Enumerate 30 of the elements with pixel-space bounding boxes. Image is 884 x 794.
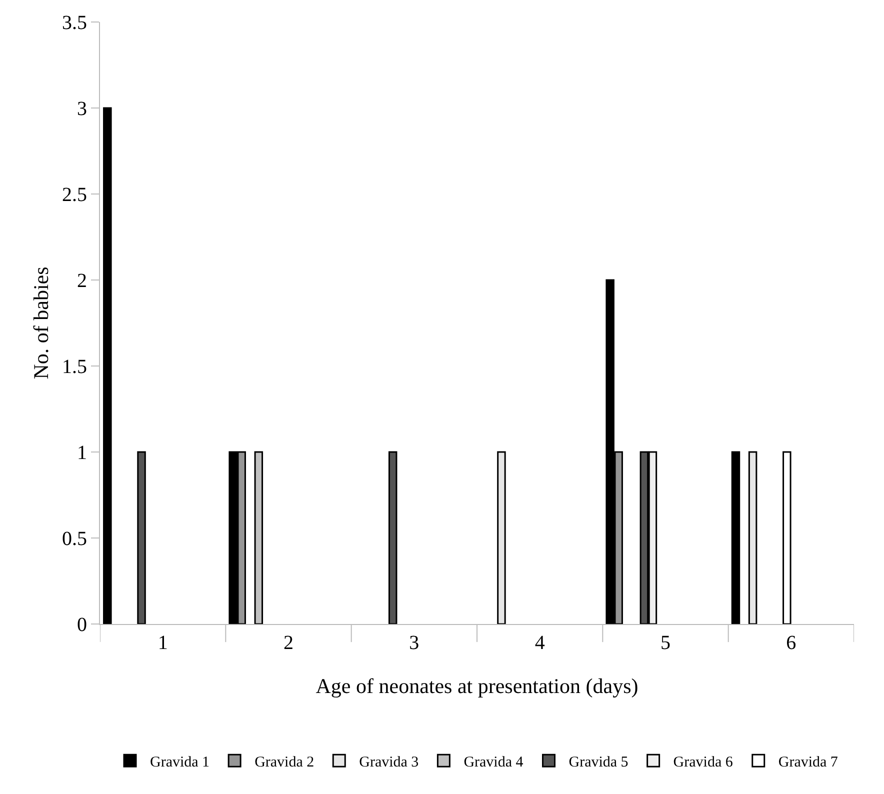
- y-tick-label: 1.5: [62, 356, 87, 378]
- y-tick-label: 1: [77, 442, 87, 464]
- bar: [782, 451, 792, 624]
- y-tick-label: 3.5: [62, 12, 87, 34]
- y-tick-label: 2.5: [62, 184, 87, 206]
- legend-label: Gravida 5: [568, 754, 628, 770]
- legend-label: Gravida 1: [150, 754, 210, 770]
- bar: [731, 451, 740, 624]
- bar: [137, 451, 146, 624]
- y-tick-label: 0.5: [62, 528, 87, 550]
- legend-label: Gravida 3: [359, 754, 419, 770]
- x-tick-label: 1: [158, 632, 168, 654]
- x-tick-label: 2: [284, 632, 294, 654]
- legend-label: Gravida 2: [254, 754, 314, 770]
- bar: [388, 451, 398, 624]
- y-tick-label: 0: [77, 614, 87, 636]
- x-tick-label: 5: [660, 632, 670, 654]
- x-axis-title: Age of neonates at presentation (days): [316, 674, 638, 698]
- x-tick-label: 4: [534, 632, 545, 654]
- legend-label: Gravida 7: [778, 754, 838, 770]
- legend-label: Gravida 6: [673, 754, 734, 770]
- x-tick-label: 6: [786, 632, 796, 654]
- y-tick-label: 2: [77, 270, 87, 292]
- bar: [103, 107, 112, 624]
- bar: [497, 451, 506, 624]
- x-tick-label: 3: [409, 632, 420, 654]
- legend-label: Gravida 4: [464, 754, 524, 770]
- y-tick-label: 3: [77, 98, 87, 120]
- bar: [748, 451, 758, 624]
- y-axis-title: No. of babies: [29, 266, 53, 380]
